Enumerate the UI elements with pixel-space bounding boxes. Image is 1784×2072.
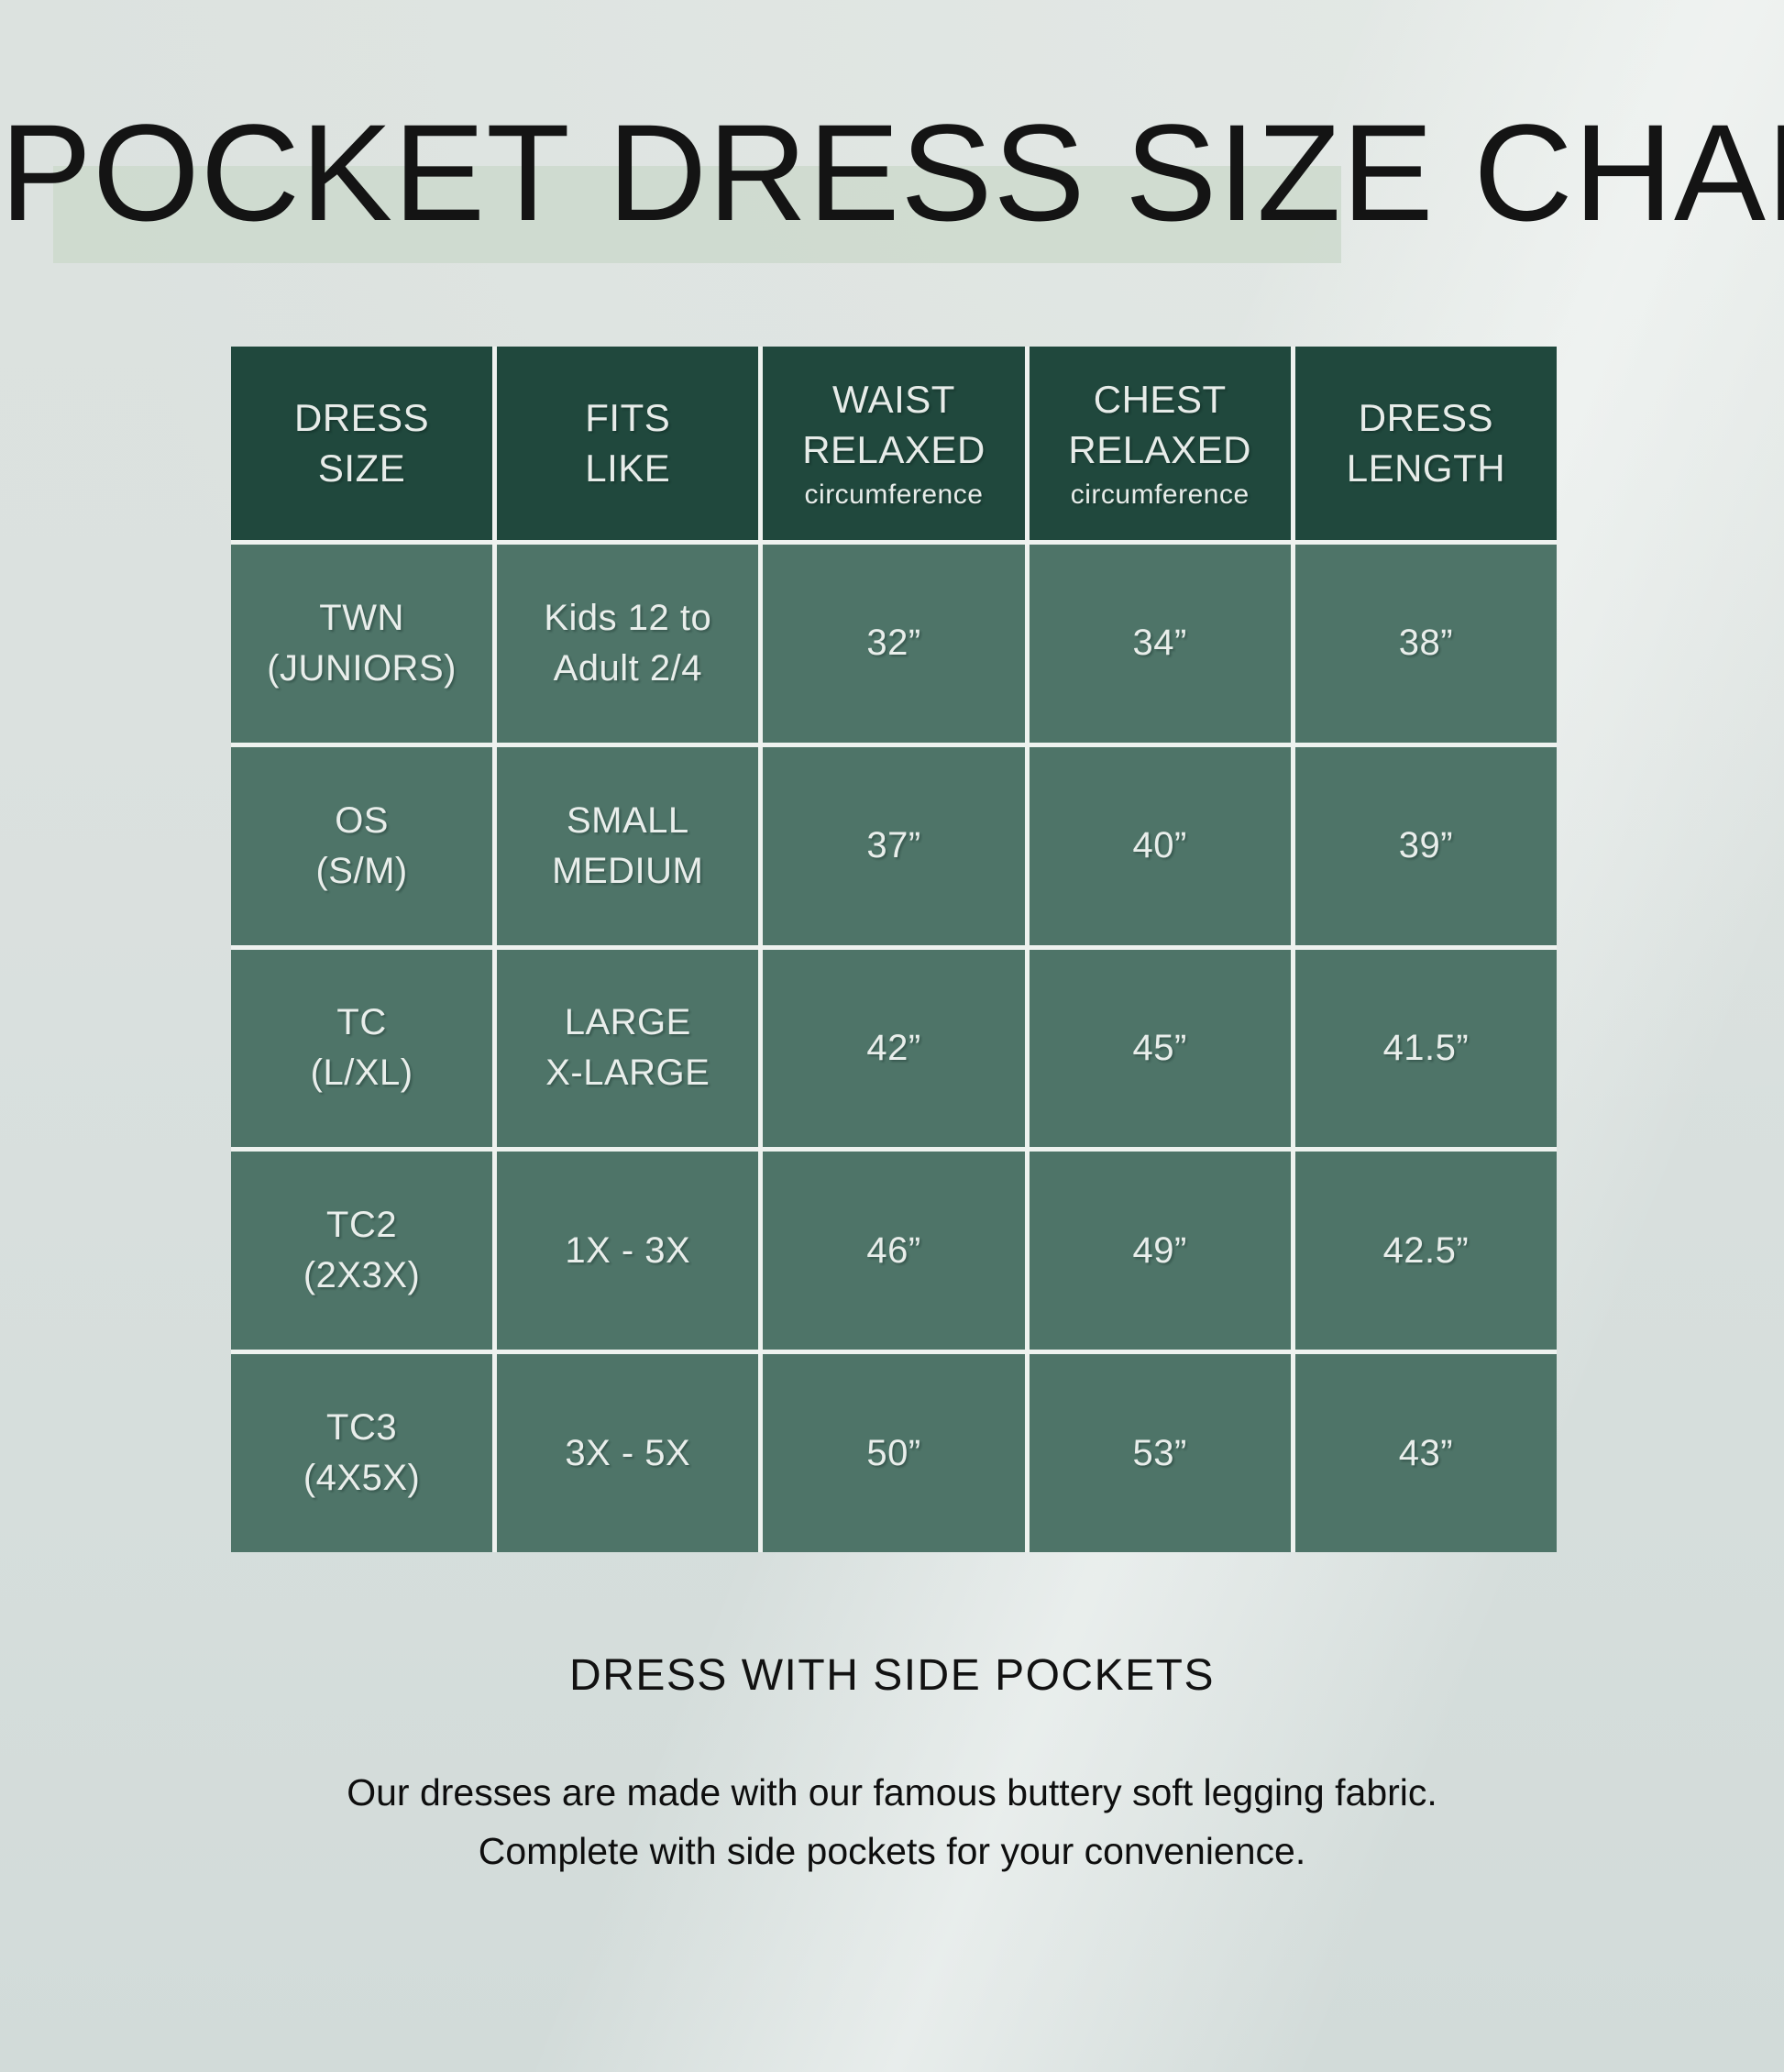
page-title: POCKET DRESS SIZE CHART [0,95,1784,249]
size-chart-table: DRESS SIZE FITS LIKE WAIST RELAXED circu… [231,347,1557,1552]
column-header-subnote: circumference [804,479,984,511]
cell-waist: 37” [763,746,1025,945]
column-header-subnote: circumference [1070,479,1250,511]
cell-length: 41.5” [1294,949,1557,1148]
cell-fits-like: Kids 12 to Adult 2/4 [497,545,759,743]
cell-chest: 40” [1029,746,1291,945]
cell-dress-size: TWN (JUNIORS) [231,545,493,743]
column-header-label: DRESS SIZE [293,395,430,490]
cell-fits-like: LARGE X-LARGE [497,949,759,1148]
column-header-label: FITS LIKE [585,395,671,490]
cell-fits-like: 1X - 3X [497,1152,759,1350]
column-header-label: CHEST RELAXED [1068,377,1251,471]
cell-length: 43” [1294,1354,1557,1552]
subtitle: DRESS WITH SIDE POCKETS [569,1651,1215,1700]
column-header-chest-relaxed: CHEST RELAXED circumference [1029,347,1291,540]
cell-chest: 34” [1029,545,1291,743]
description: Our dresses are made with our famous but… [347,1771,1437,1872]
column-header-dress-length: DRESS LENGTH [1294,347,1557,540]
cell-length: 39” [1294,746,1557,945]
column-header-waist-relaxed: WAIST RELAXED circumference [763,347,1025,540]
cell-dress-size: TC (L/XL) [231,949,493,1148]
column-header-label: WAIST RELAXED [802,377,986,471]
cell-waist: 50” [763,1354,1025,1552]
column-header-label: DRESS LENGTH [1346,395,1506,490]
cell-length: 42.5” [1294,1152,1557,1350]
cell-length: 38” [1294,545,1557,743]
column-header-fits-like: FITS LIKE [497,347,759,540]
cell-dress-size: OS (S/M) [231,746,493,945]
cell-waist: 46” [763,1152,1025,1350]
cell-fits-like: SMALL MEDIUM [497,746,759,945]
cell-dress-size: TC3 (4X5X) [231,1354,493,1552]
column-header-dress-size: DRESS SIZE [231,347,493,540]
cell-chest: 45” [1029,949,1291,1148]
cell-chest: 53” [1029,1354,1291,1552]
cell-chest: 49” [1029,1152,1291,1350]
title-highlight-band [53,166,1341,263]
cell-fits-like: 3X - 5X [497,1354,759,1552]
cell-dress-size: TC2 (2X3X) [231,1152,493,1350]
cell-waist: 42” [763,949,1025,1148]
cell-waist: 32” [763,545,1025,743]
